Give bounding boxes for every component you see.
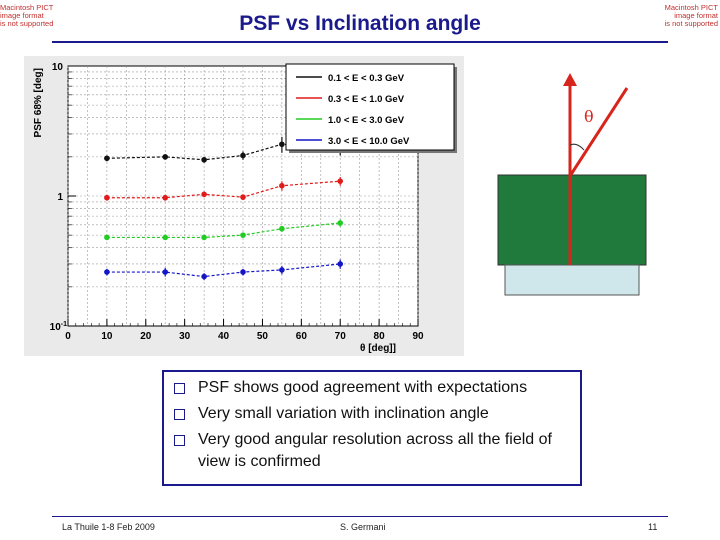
footer-author: S. Germani <box>340 522 386 532</box>
checkbox-bullet-icon <box>174 409 185 420</box>
data-point <box>240 269 246 275</box>
y-tick-label: 10 <box>52 62 64 73</box>
data-point <box>162 269 169 275</box>
footer-event: La Thuile 1-8 Feb 2009 <box>62 522 155 532</box>
detector-block <box>497 174 647 266</box>
x-tick-label: 80 <box>374 331 386 342</box>
series-line <box>106 180 341 199</box>
data-point <box>162 194 169 201</box>
x-tick-label: 20 <box>140 331 152 342</box>
x-tick-label: 60 <box>296 331 308 342</box>
data-point <box>104 234 110 241</box>
data-point <box>201 156 207 163</box>
legend-label: 0.3 < E < 1.0 GeV <box>328 94 405 105</box>
legend-label: 3.0 < E < 10.0 GeV <box>328 136 410 147</box>
footer-divider <box>52 516 668 517</box>
legend-label: 1.0 < E < 3.0 GeV <box>328 115 405 126</box>
data-point <box>337 261 344 267</box>
legend-box <box>285 63 455 151</box>
data-point <box>279 267 285 273</box>
x-axis-label: θ [deg]] <box>360 343 396 354</box>
data-point <box>201 234 207 241</box>
x-tick-label: 70 <box>335 331 347 342</box>
pict-placeholder-right: Macintosh PICT image format is not suppo… <box>664 3 718 28</box>
data-point <box>279 141 285 148</box>
inclination-diagram: θ <box>497 73 647 296</box>
series-line <box>106 263 341 278</box>
data-point <box>240 232 246 238</box>
series-line <box>106 222 341 239</box>
detector-base <box>504 264 640 296</box>
legend-label: 0.1 < E < 0.3 GeV <box>328 73 405 84</box>
checkbox-bullet-icon <box>174 435 185 446</box>
x-tick-label: 0 <box>65 331 71 342</box>
data-point <box>337 178 344 184</box>
x-tick-label: 90 <box>412 331 424 342</box>
psf-chart: 0 10 20 30 40 50 60 70 80 90 10 1 10-1 θ [deg]] PSF 68… <box>24 56 464 356</box>
pict-placeholder-left: Macintosh PICT image format is not suppo… <box>0 3 54 28</box>
y-tick-label: 1 <box>57 192 63 203</box>
data-point <box>279 225 285 232</box>
data-point <box>337 220 344 226</box>
x-tick-label: 10 <box>101 331 113 342</box>
slide-title: PSF vs Inclination angle <box>239 12 481 35</box>
x-tick-label: 50 <box>257 331 269 342</box>
bullet-box: PSF shows good agreement with expectatio… <box>162 370 582 486</box>
data-point <box>240 152 246 159</box>
data-point <box>279 182 285 189</box>
data-point <box>201 191 207 198</box>
x-tick-label: 40 <box>218 331 230 342</box>
angle-arc <box>569 143 585 151</box>
data-point <box>104 155 110 162</box>
title-divider <box>52 41 668 43</box>
y-axis-label: PSF 68% [deg] <box>33 68 44 137</box>
data-point <box>201 273 207 280</box>
data-point <box>162 154 169 160</box>
normal-axis-arrowhead <box>563 73 577 86</box>
data-point <box>162 234 169 241</box>
data-point <box>104 269 110 275</box>
theta-label: θ <box>584 107 594 126</box>
inclined-direction-line <box>568 87 629 177</box>
checkbox-bullet-icon <box>174 383 185 394</box>
data-point <box>104 194 110 201</box>
x-tick-label: 30 <box>179 331 191 342</box>
page-number: 11 <box>648 522 658 532</box>
data-point <box>240 194 246 200</box>
